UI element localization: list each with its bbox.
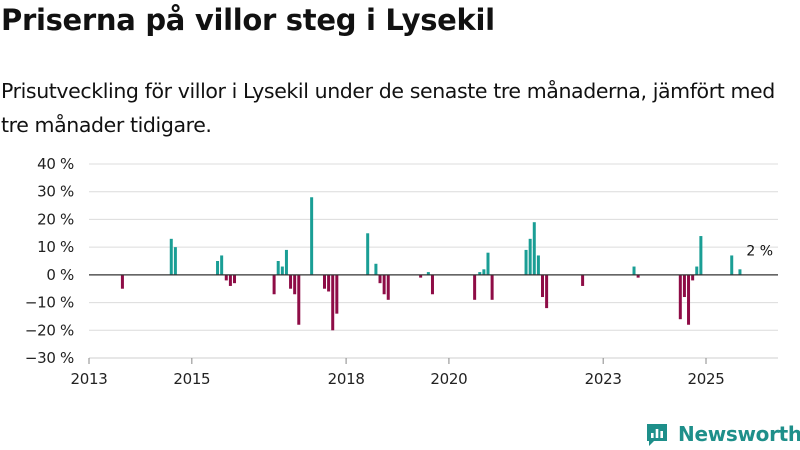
bar: [419, 274, 423, 278]
bar: [482, 269, 486, 275]
x-tick-label: 2025: [688, 370, 725, 388]
bar: [386, 274, 390, 300]
y-tick-label: 0 %: [46, 266, 74, 284]
bar: [233, 274, 237, 284]
x-tick-label: 2018: [328, 370, 365, 388]
bar: [632, 266, 636, 275]
bar: [524, 249, 528, 275]
bar: [730, 255, 734, 275]
bar: [366, 233, 370, 275]
bar: [691, 274, 695, 281]
bar: [378, 274, 382, 284]
chart-subtitle: Prisutveckling för villor i Lysekil unde…: [1, 79, 775, 137]
bar: [430, 274, 434, 295]
newsworthy-logo: Newsworthy: [644, 419, 800, 449]
bar: [216, 261, 220, 275]
bar: [636, 274, 640, 278]
bar: [486, 252, 490, 275]
bar: [173, 247, 177, 275]
bar: [276, 261, 280, 275]
y-axis: 40 % 30 % 20 % 10 % 0 % −10 % −20 % −30 %: [25, 155, 75, 367]
bar: [536, 255, 540, 275]
bar-series: [120, 197, 742, 331]
bar: [532, 222, 536, 275]
x-tick-label: 2020: [430, 370, 467, 388]
bar: [224, 274, 228, 281]
gridlines: [89, 163, 778, 359]
y-tick-label: −20 %: [25, 321, 74, 339]
bar: [699, 236, 703, 275]
bar: [280, 266, 284, 275]
bar: [310, 197, 314, 275]
bar: [289, 274, 293, 289]
y-tick-label: 40 %: [37, 155, 74, 173]
latest-value-annotation: 2 %: [746, 243, 773, 259]
bar: [682, 274, 686, 298]
bar: [335, 274, 339, 314]
bar: [473, 274, 477, 300]
bar: [426, 272, 430, 275]
bar: [228, 274, 232, 286]
x-tick-label: 2015: [173, 370, 210, 388]
bar: [478, 272, 482, 275]
bar: [284, 249, 288, 275]
x-tick-label: 2013: [71, 370, 108, 388]
bar: [374, 263, 378, 275]
bar: [331, 274, 335, 331]
y-tick-label: −30 %: [25, 349, 74, 367]
y-tick-label: 30 %: [37, 183, 74, 201]
bar: [327, 274, 331, 292]
bar: [120, 274, 124, 289]
bar: [322, 274, 326, 289]
bar: [297, 274, 301, 325]
bar: [382, 274, 386, 295]
bar: [581, 274, 585, 286]
bar: [738, 269, 742, 275]
bar: [528, 238, 532, 275]
y-tick-label: −10 %: [25, 294, 74, 312]
x-tick-label: 2023: [585, 370, 622, 388]
y-tick-label: 20 %: [37, 210, 74, 228]
bar: [678, 274, 682, 320]
bar: [169, 238, 173, 275]
bar: [545, 274, 549, 309]
chart-title: Priserna på villor steg i Lysekil: [1, 3, 495, 37]
bar: [272, 274, 276, 295]
bar: [695, 266, 699, 275]
bar: [293, 274, 297, 295]
bar: [687, 274, 691, 325]
newsworthy-logo-icon: [647, 424, 667, 446]
y-tick-label: 10 %: [37, 238, 74, 256]
bar: [541, 274, 545, 298]
bar: [220, 255, 224, 275]
newsworthy-logo-text: Newsworthy: [678, 422, 800, 446]
bar: [490, 274, 494, 300]
x-axis: 2013 2015 2018 2020 2023 2025: [71, 357, 778, 388]
